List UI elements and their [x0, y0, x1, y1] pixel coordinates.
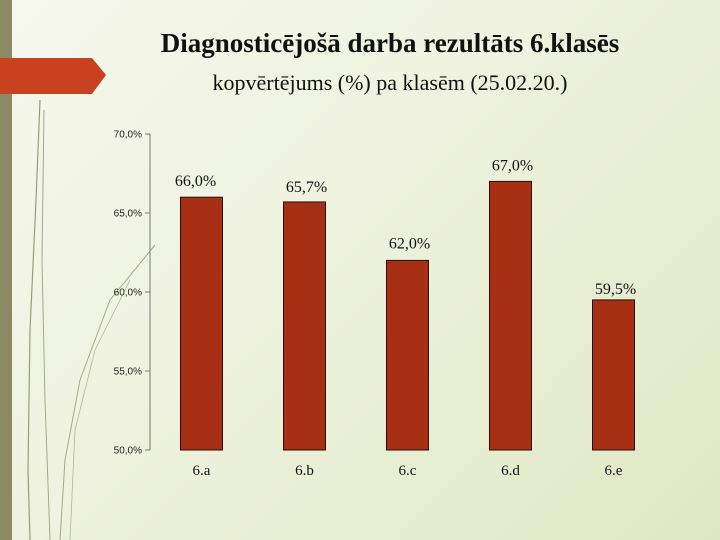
x-category-label: 6.d	[501, 463, 520, 479]
y-tick-label: 55,0%	[114, 367, 142, 378]
slide-title: Diagnosticējošā darba rezultāts 6.klasēs	[160, 28, 620, 58]
y-tick-label: 65,0%	[114, 209, 142, 220]
data-label: 59,5%	[595, 281, 636, 298]
data-label: 65,7%	[286, 179, 327, 196]
side-band	[0, 0, 12, 540]
bar-6.e	[592, 299, 635, 451]
data-label: 66,0%	[175, 173, 216, 190]
x-category-label: 6.a	[193, 463, 211, 479]
bar-6.b	[283, 201, 326, 451]
y-tick-label: 50,0%	[114, 446, 142, 457]
data-label: 67,0%	[492, 157, 533, 174]
bar-6.d	[489, 180, 532, 451]
y-tick-label: 70,0%	[114, 130, 142, 141]
x-category-label: 6.e	[605, 463, 623, 479]
y-tick-label: 60,0%	[114, 288, 142, 299]
slide-subtitle: kopvērtējums (%) pa klasēm (25.02.20.)	[212, 70, 568, 95]
x-category-label: 6.c	[399, 463, 417, 479]
x-category-label: 6.b	[295, 463, 314, 479]
bar-6.a	[180, 196, 223, 451]
bar-6.c	[386, 259, 429, 451]
data-label: 62,0%	[389, 235, 430, 252]
